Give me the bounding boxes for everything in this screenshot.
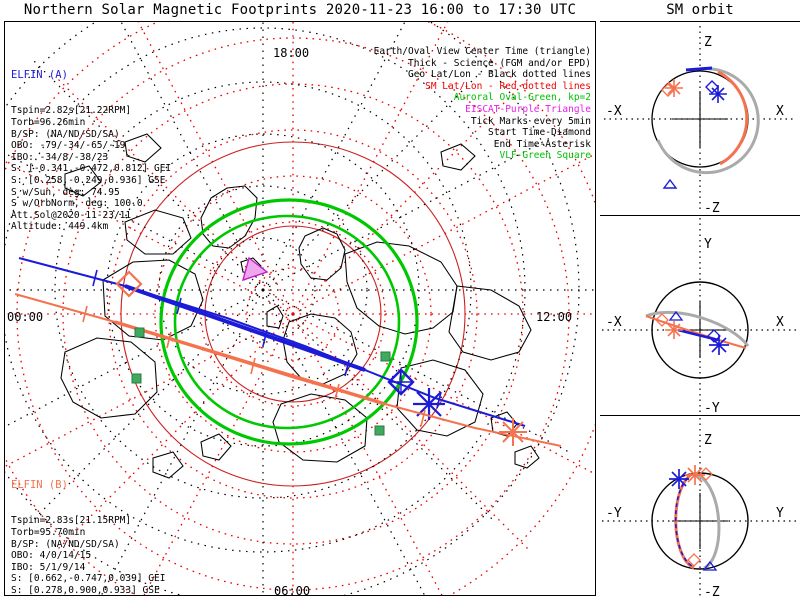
eiscat-purple-triangle [241, 256, 269, 282]
elfin-a-line-6: S: [0.258,-0.249,0.936] GSE [11, 174, 166, 186]
axis-label-h-pos: Y [776, 506, 784, 521]
sm-orbit-panel: SM orbit Z -Z X -X [600, 0, 800, 600]
legend-item-1: Thick - Science (FGM and/or EPD) [407, 57, 591, 69]
orbit-view-xy: Y -Y X -X [600, 215, 800, 415]
earth-circle [651, 281, 749, 379]
clock-label-right: 12:00 [536, 310, 573, 324]
elfin-a-line-3: OBO: -79/-34/-65/-19 [11, 140, 126, 152]
orbit-a-start-diamond [707, 329, 721, 343]
orbit-b-start-diamond [661, 83, 675, 97]
elfin-a-line-1: Torb=96.26min [11, 116, 86, 128]
sm-meridians [5, 22, 595, 595]
orbit-b-end-asterisk [665, 321, 683, 339]
elfin-a-line-8: S w/OrbNorm, deg: 100.0 [11, 198, 143, 210]
clock-label-left: 00:00 [7, 310, 44, 324]
elfin-b-track [14, 270, 562, 447]
legend-item-3: SM Lat/Lon - Red dotted lines [425, 80, 591, 92]
legend-item-5: EISCAT-Purple Triangle [465, 103, 591, 115]
axis-label-v-pos: Z [704, 35, 712, 50]
auroral-oval [159, 198, 419, 446]
elfin-b-line-6: S: [0.278,0.900,0.933] GSE [11, 584, 160, 596]
elfin-b-info-block: ELFIN (B) Tspin=2.83s[21.15RPM] Torb=95.7… [11, 456, 211, 596]
orbit-a-end-asterisk [669, 469, 689, 489]
orbit-center-triangle [662, 178, 678, 189]
clock-label-top: 18:00 [273, 46, 310, 60]
axis-label-h-neg: -Y [606, 506, 622, 521]
elfin-b-line-1: Torb=95.70min [11, 526, 86, 538]
elfin-a-line-5: S: [-0.341,-0.472,0.812] GEI [11, 163, 172, 175]
orbit-gray-trace [645, 310, 750, 347]
axis-label-v-pos: Z [704, 433, 712, 448]
elfin-a-title: ELFIN (A) [11, 69, 68, 82]
orbit-salmon-trace [645, 315, 747, 349]
orbit-blue-trace [677, 328, 719, 342]
elfin-a-line-4: IBO: -34/8/-38/23 [11, 151, 109, 163]
axis-label-h-neg: -X [606, 104, 622, 119]
elfin-a-line-2: B/SP: (NA/ND/SD/SA) [11, 128, 120, 140]
orbit-b-end-asterisk [665, 79, 683, 97]
orbit-view-xz: Z -Z X -X [600, 21, 800, 215]
elfin-a-line-0: Tspin=2.82s[21.22RPM] [11, 105, 132, 117]
orbit-b-end-asterisk [685, 465, 705, 485]
elfin-b-start-diamond [115, 270, 143, 298]
elfin-b-title: ELFIN (B) [11, 479, 68, 492]
legend-item-9: VLF-Green Square [499, 150, 591, 162]
legend-item-7: Start Time-Diamond [488, 127, 591, 139]
elfin-a-info-block: ELFIN (A) Tspin=2.82s[21.22RPM] Torb=96.2… [11, 46, 211, 256]
axis-label-h-pos: X [776, 104, 784, 119]
axis-label-v-neg: -Y [704, 401, 720, 415]
geo-grid [5, 22, 595, 595]
elfin-a-line-7: S w/Sun, deg: 74.95 [11, 186, 120, 198]
orbit-salmon-trace [717, 70, 749, 166]
page-title: Northern Solar Magnetic Footprints 2020-… [23, 2, 577, 18]
legend-item-0: Earth/Oval View Center Time (triangle) [373, 46, 591, 57]
earth-circle [651, 472, 749, 570]
credits-block: Tsyganenko-1996 Created: Tue Jan 24 16:2… [429, 582, 595, 595]
orbit-blue-trace [674, 477, 693, 567]
elfin-a-track [18, 257, 526, 427]
orbit-panel-title: SM orbit [666, 2, 734, 18]
elfin-b-line-4: IBO: 5/1/9/14 [11, 561, 86, 573]
orbit-a-end-asterisk [709, 85, 727, 103]
axis-label-v-pos: Y [704, 237, 712, 252]
orbit-center-triangle [668, 310, 684, 321]
orbit-blue-trace [685, 66, 713, 72]
orbit-b-start-diamond [655, 313, 669, 327]
orbit-view-yz: Z -Z Y -Y [600, 415, 800, 600]
elfin-b-line-5: S: [0.662,-0.747,0.039] GEI [11, 573, 166, 585]
polar-map-figure [5, 22, 595, 595]
axis-label-v-neg: -Z [704, 201, 720, 215]
elfin-a-line-10: Altitude: 449.4km [11, 221, 109, 233]
elfin-b-line-3: OBO: 4/0/14/15 [11, 550, 92, 562]
polar-map-panel: 18:00 00:00 12:00 06:00 ELFIN (A) Tspin=… [4, 21, 596, 596]
elfin-a-line-9: Att.Sol@2020-11-23/11 [11, 209, 132, 221]
orbit-a-start-diamond [687, 553, 701, 567]
orbit-gray-trace [656, 67, 760, 175]
orbit-a-end-asterisk [709, 335, 729, 355]
elfin-a-lines: Tspin=2.82s[21.22RPM] Torb=96.26min B/SP: … [11, 105, 211, 233]
axis-label-h-neg: -X [606, 315, 622, 330]
legend-item-8: End Time-Asterisk [493, 138, 591, 150]
axis-label-h-pos: X [776, 315, 784, 330]
vlf-green-squares [131, 327, 391, 436]
clock-label-bottom: 06:00 [274, 584, 311, 596]
elfin-b-line-0: Tspin=2.83s[21.15RPM] [11, 515, 132, 527]
legend-item-4: Auroral Oval-Green, kp=2 [453, 92, 591, 104]
legend-item-2: Geo Lat/Lon - Black dotted lines [407, 69, 591, 81]
legend-item-6: Tick Marks every 5min [470, 115, 591, 127]
axis-label-v-neg: -Z [704, 585, 720, 600]
elfin-b-line-2: B/SP: (NA/ND/SD/SA) [11, 538, 120, 550]
elfin-a-end-asterisk [413, 388, 445, 420]
elfin-a-start-diamond [387, 368, 415, 396]
elfin-b-lines: Tspin=2.83s[21.15RPM] Torb=95.70min B/SP: … [11, 515, 211, 596]
elfin-b-end-asterisk [499, 418, 527, 446]
orbit-b-start-diamond [699, 467, 713, 481]
orbit-center-triangle [702, 560, 718, 571]
map-legend: Earth/Oval View Center Time (triangle) Th… [261, 46, 591, 162]
